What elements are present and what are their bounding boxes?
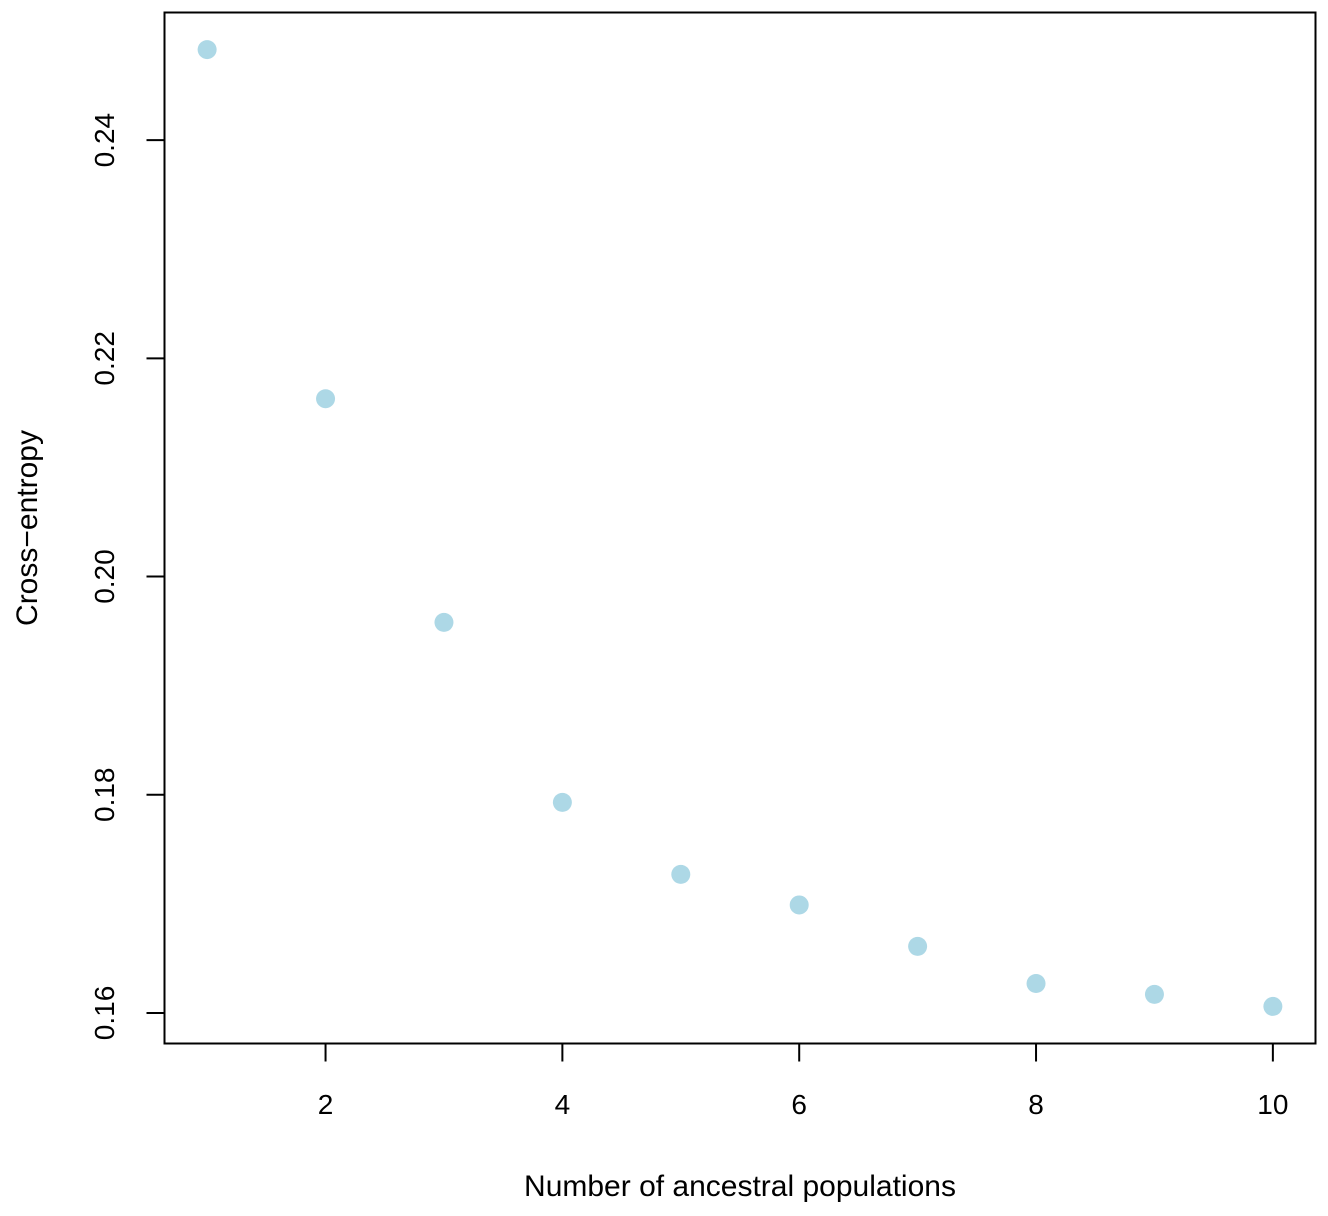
plot-frame (163, 11, 1317, 1045)
data-point (552, 792, 572, 812)
x-tick-label: 8 (1028, 1089, 1044, 1120)
y-tick-label: 0.22 (89, 331, 120, 386)
x-axis: 2 4 6 8 10 (318, 1042, 1288, 1120)
data-point (671, 864, 691, 884)
y-tick-label: 0.24 (89, 113, 120, 168)
x-tick-label: 10 (1257, 1089, 1288, 1120)
data-point (1026, 973, 1046, 993)
x-tick-label: 4 (555, 1089, 571, 1120)
data-point (434, 612, 454, 632)
data-point (316, 389, 336, 409)
data-point (197, 40, 217, 60)
y-tick-label: 0.18 (89, 768, 120, 823)
y-axis: 0.16 0.18 0.20 0.22 0.24 (89, 113, 166, 1041)
x-tick-label: 6 (791, 1089, 807, 1120)
data-point (789, 895, 809, 915)
x-axis-title: Number of ancestral populations (524, 1170, 956, 1203)
y-axis-title: Cross−entropy (11, 430, 44, 626)
data-points (197, 40, 1283, 1016)
data-point (1263, 996, 1283, 1016)
data-point (908, 936, 928, 956)
x-tick-label: 2 (318, 1089, 334, 1120)
y-tick-label: 0.20 (89, 549, 120, 604)
y-tick-label: 0.16 (89, 986, 120, 1041)
data-point (1144, 984, 1164, 1004)
